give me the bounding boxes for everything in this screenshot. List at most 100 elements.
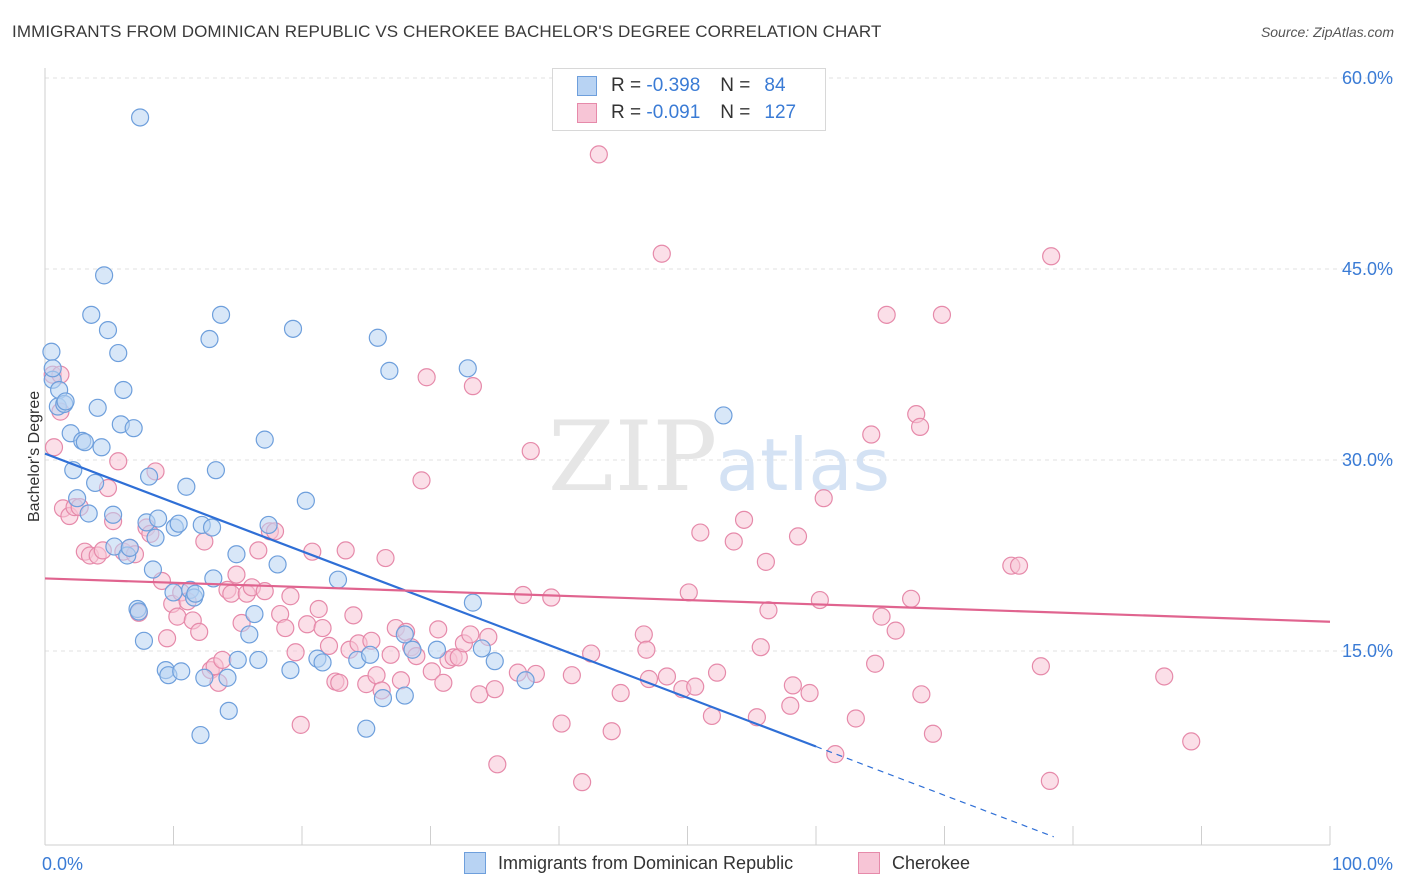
cherokee-point: [866, 654, 885, 673]
dominican-trend-line: [44, 452, 817, 748]
dominican-point: [255, 430, 274, 449]
dominican-point: [200, 329, 219, 349]
legend-label-cherokee: Cherokee: [892, 852, 971, 873]
cherokee-point: [470, 685, 489, 704]
cherokee-point: [1031, 657, 1050, 676]
cherokee-point: [298, 615, 317, 634]
blue-swatch-icon: [464, 852, 486, 874]
cherokee-point: [707, 663, 727, 682]
watermark-atlas: atlas: [716, 423, 890, 507]
dominican-point: [463, 593, 483, 612]
cherokee-point: [344, 606, 363, 625]
tick-label-layer: 15.0% 30.0% 45.0% 60.0% 0.0% 100.0%: [42, 68, 1393, 874]
cherokee-point: [168, 607, 187, 626]
dominican-point: [202, 518, 222, 537]
watermark: ZIP atlas: [548, 401, 890, 513]
dominican-point: [172, 662, 191, 681]
dominican-point: [204, 569, 223, 588]
cherokee-point: [862, 425, 881, 444]
points-layer: [42, 108, 1201, 792]
dominican-point: [268, 555, 287, 574]
cherokee-point: [309, 599, 328, 619]
dominican-point: [95, 266, 114, 285]
cherokee-point: [872, 607, 891, 626]
cherokee-point: [901, 589, 921, 608]
dominican-point: [296, 491, 315, 510]
cherokee-point: [521, 441, 540, 461]
cherokee-point: [1040, 771, 1059, 790]
cherokee-point: [422, 662, 441, 681]
source-label: Source: ZipAtlas.com: [1260, 24, 1394, 40]
cherokee-point: [391, 671, 411, 690]
dominican-point: [195, 668, 214, 687]
y-axis-label: Bachelor's Degree: [26, 390, 43, 522]
cherokee-point: [826, 745, 845, 764]
n-value: 127: [764, 102, 797, 123]
cherokee-point: [313, 618, 332, 638]
cherokee-point: [485, 680, 504, 699]
cherokee-point: [734, 510, 754, 529]
dominican-point: [104, 505, 123, 524]
cherokee-point: [800, 683, 819, 703]
pink-swatch-icon: [858, 852, 880, 874]
cherokee-point: [573, 773, 592, 792]
x-tick-label: 100.0%: [1332, 854, 1393, 874]
dominican-point: [68, 489, 87, 508]
cherokee-point: [810, 590, 829, 610]
cherokee-point: [286, 643, 305, 662]
cherokee-point: [846, 709, 865, 728]
dominican-point: [109, 343, 128, 363]
dominican-point: [395, 625, 414, 644]
pink-swatch-icon: [577, 103, 597, 123]
r-value: -0.398: [646, 75, 701, 96]
cherokee-point: [886, 621, 905, 640]
dominican-point: [219, 701, 238, 720]
cherokee-point: [434, 673, 453, 692]
dominican-point: [218, 668, 237, 687]
cherokee-point: [157, 629, 177, 648]
y-tick-label: 45.0%: [1342, 259, 1393, 279]
cherokee-point: [634, 625, 653, 644]
dominican-point: [373, 689, 393, 708]
cherokee-point: [877, 305, 896, 324]
dominican-point: [148, 509, 168, 528]
dominican-point: [313, 653, 332, 672]
legend-row-pink: R = -0.091 N = 127: [577, 100, 796, 126]
cherokee-point: [330, 673, 349, 692]
cherokee-point: [589, 145, 608, 164]
cherokee-point: [562, 666, 581, 685]
cherokee-trend-line: [44, 577, 1331, 623]
cherokee-point: [756, 552, 775, 571]
cherokee-point: [724, 532, 743, 551]
dominican-point: [86, 473, 105, 493]
cherokee-point: [109, 452, 128, 471]
dominican-point: [485, 652, 504, 671]
cherokee-point: [1042, 247, 1061, 266]
dominican-point: [79, 504, 98, 523]
dominican-point: [458, 359, 477, 378]
dominican-point: [249, 650, 268, 670]
dominican-point: [228, 650, 247, 670]
cherokee-point: [602, 722, 621, 741]
dominican-trend-extension: [815, 745, 1054, 838]
dominican-point: [169, 514, 188, 533]
n-label: N =: [720, 75, 751, 96]
y-tick-label: 30.0%: [1342, 450, 1393, 470]
dominican-point: [403, 640, 422, 659]
dominican-point: [368, 328, 387, 347]
dominican-point: [120, 538, 139, 557]
cherokee-point: [190, 622, 209, 642]
cherokee-point: [1155, 667, 1174, 686]
dominican-point: [56, 392, 75, 411]
cherokee-point: [1182, 732, 1201, 751]
cherokee-point: [923, 724, 943, 743]
cherokee-point: [611, 683, 630, 703]
cherokee-point: [249, 541, 268, 560]
cherokee-point: [488, 755, 507, 774]
cherokee-point: [552, 714, 571, 733]
dominican-point: [88, 398, 107, 417]
dominican-point: [75, 433, 94, 452]
cherokee-point: [781, 696, 800, 715]
dominican-point: [206, 461, 226, 480]
dominican-point: [395, 686, 414, 705]
